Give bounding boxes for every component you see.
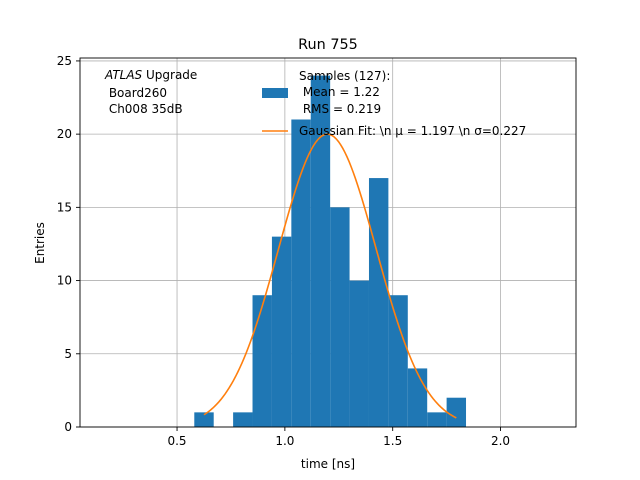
- y-tick-label: 15: [57, 200, 72, 214]
- histogram-bar: [330, 207, 350, 427]
- histogram-bar: [291, 119, 311, 427]
- y-tick-label: 0: [64, 420, 72, 434]
- plot-frame: [79, 57, 577, 428]
- gaussian-fit-curve: [203, 133, 457, 419]
- svg-text:ATLAS Upgrade: ATLAS Upgrade: [104, 68, 197, 82]
- histogram-bar: [233, 412, 253, 427]
- x-tick-label: 1.0: [275, 434, 294, 448]
- histogram-bar: [271, 236, 292, 427]
- gaussian-fit: [203, 133, 457, 419]
- histogram-bars: [194, 75, 467, 428]
- histogram-bar: [252, 295, 272, 427]
- x-axis-label: time [ns]: [301, 457, 355, 471]
- atlas-annotation: ATLAS Upgrade Board260 Ch008 35dB: [104, 68, 197, 116]
- legend: Samples (127): Mean = 1.22 RMS = 0.219 G…: [262, 69, 526, 138]
- histogram-bar: [388, 295, 408, 427]
- y-axis-ticks: 0 5 10 15 20 25: [57, 54, 80, 434]
- histogram-bar: [310, 75, 331, 428]
- channel-label: Ch008 35dB: [105, 102, 183, 116]
- legend-hist-swatch: [262, 88, 288, 98]
- y-tick-label: 25: [57, 54, 72, 68]
- y-tick-label: 10: [57, 274, 72, 288]
- x-tick-label: 2.0: [491, 434, 510, 448]
- upgrade-label: Upgrade: [142, 68, 197, 82]
- board-label: Board260: [105, 86, 167, 100]
- histogram-bar: [349, 280, 369, 427]
- y-tick-label: 20: [57, 127, 72, 141]
- x-tick-label: 1.5: [383, 434, 402, 448]
- histogram-bar: [368, 178, 389, 427]
- y-tick-label: 5: [64, 347, 72, 361]
- legend-hist-line1: Samples (127):: [299, 69, 390, 83]
- legend-fit-label: Gaussian Fit: \n μ = 1.197 \n σ=0.227: [299, 124, 526, 138]
- histogram-bar: [427, 412, 447, 427]
- atlas-label: ATLAS: [104, 68, 143, 82]
- x-axis-ticks: 0.5 1.0 1.5 2.0: [167, 427, 510, 448]
- y-axis-label: Entries: [33, 222, 47, 264]
- histogram-bar: [407, 368, 428, 427]
- chart-title: Run 755: [298, 37, 358, 53]
- x-tick-label: 0.5: [167, 434, 186, 448]
- legend-hist-line3: RMS = 0.219: [299, 102, 381, 116]
- histogram-bar: [446, 397, 467, 427]
- legend-hist-line2: Mean = 1.22: [299, 85, 380, 99]
- histogram-bar: [194, 412, 214, 427]
